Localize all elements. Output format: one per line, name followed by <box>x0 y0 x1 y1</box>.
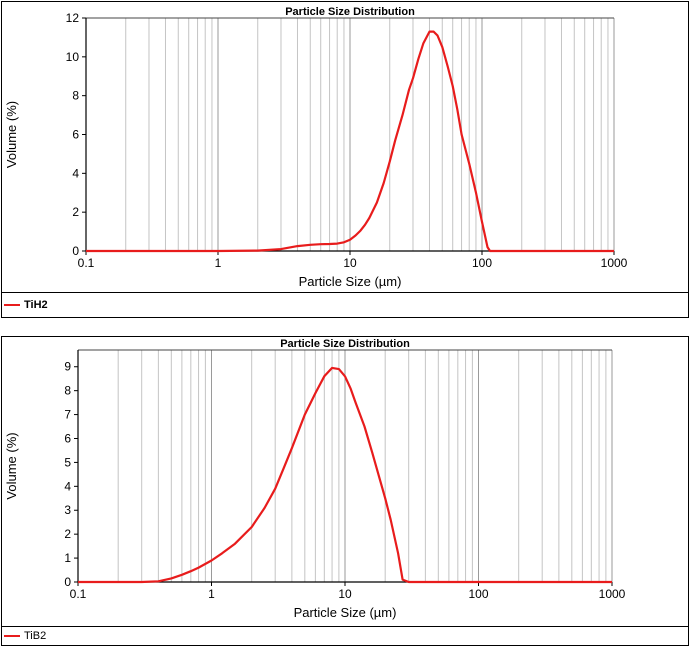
x-tick-label: 0.1 <box>78 256 95 270</box>
x-tick-label: 100 <box>472 256 492 270</box>
x-tick-label: 1 <box>215 256 222 270</box>
x-tick-label: 10 <box>338 587 352 601</box>
x-tick-label: 0.1 <box>70 587 87 601</box>
legend: TiB2 <box>2 626 688 645</box>
y-tick-label: 0 <box>72 244 79 258</box>
y-tick-label: 10 <box>66 50 80 64</box>
chart-plot-tih2: Particle Size Distribution 0 2 4 6 8 10 12 0.1 1 1… <box>4 6 628 289</box>
y-tick-label: 0 <box>64 575 71 589</box>
legend-swatch <box>4 635 20 637</box>
legend-label: TiB2 <box>24 630 47 642</box>
y-axis-label: Volume (%) <box>4 432 19 499</box>
y-tick-label: 12 <box>66 11 80 25</box>
series-line-tih2 <box>86 30 614 253</box>
y-tick-label: 1 <box>64 551 71 565</box>
x-tick-label: 1 <box>208 587 215 601</box>
y-tick-label: 9 <box>64 360 71 374</box>
y-tick-label: 8 <box>72 89 79 103</box>
chart-title: Particle Size Distribution <box>285 6 415 18</box>
y-tick-label: 3 <box>64 503 71 517</box>
x-tick-label: 1000 <box>601 256 628 270</box>
x-tick-label: 1000 <box>599 587 626 601</box>
x-axis-label: Particle Size (µm) <box>299 274 402 289</box>
y-tick-label: 4 <box>64 479 71 493</box>
y-tick-label: 5 <box>64 455 71 469</box>
x-tick-label: 10 <box>343 256 357 270</box>
legend-swatch <box>4 304 20 306</box>
y-tick-label: 6 <box>64 431 71 445</box>
chart-panel-tih2: Particle Size Distribution 0 2 4 6 8 10 12 0.1 1 1… <box>1 1 689 318</box>
chart-panel-tib2: Particle Size Distribution 0 1 2 3 4 5 6 7 8 9 0.1 1… <box>1 336 689 646</box>
y-tick-label: 2 <box>72 205 79 219</box>
x-axis-label: Particle Size (µm) <box>294 605 397 620</box>
y-tick-label: 7 <box>64 408 71 422</box>
y-tick-label: 2 <box>64 527 71 541</box>
y-tick-label: 4 <box>72 166 79 180</box>
series-line-tib2 <box>78 366 612 584</box>
x-tick-label: 100 <box>468 587 488 601</box>
chart-plot-tib2: Particle Size Distribution 0 1 2 3 4 5 6 7 8 9 0.1 1… <box>4 338 626 620</box>
y-tick-label: 6 <box>72 128 79 142</box>
y-tick-label: 8 <box>64 384 71 398</box>
legend: TiH2 <box>2 292 688 317</box>
legend-label: TiH2 <box>24 299 48 311</box>
y-axis-label: Volume (%) <box>4 101 19 168</box>
chart-title: Particle Size Distribution <box>280 338 410 350</box>
